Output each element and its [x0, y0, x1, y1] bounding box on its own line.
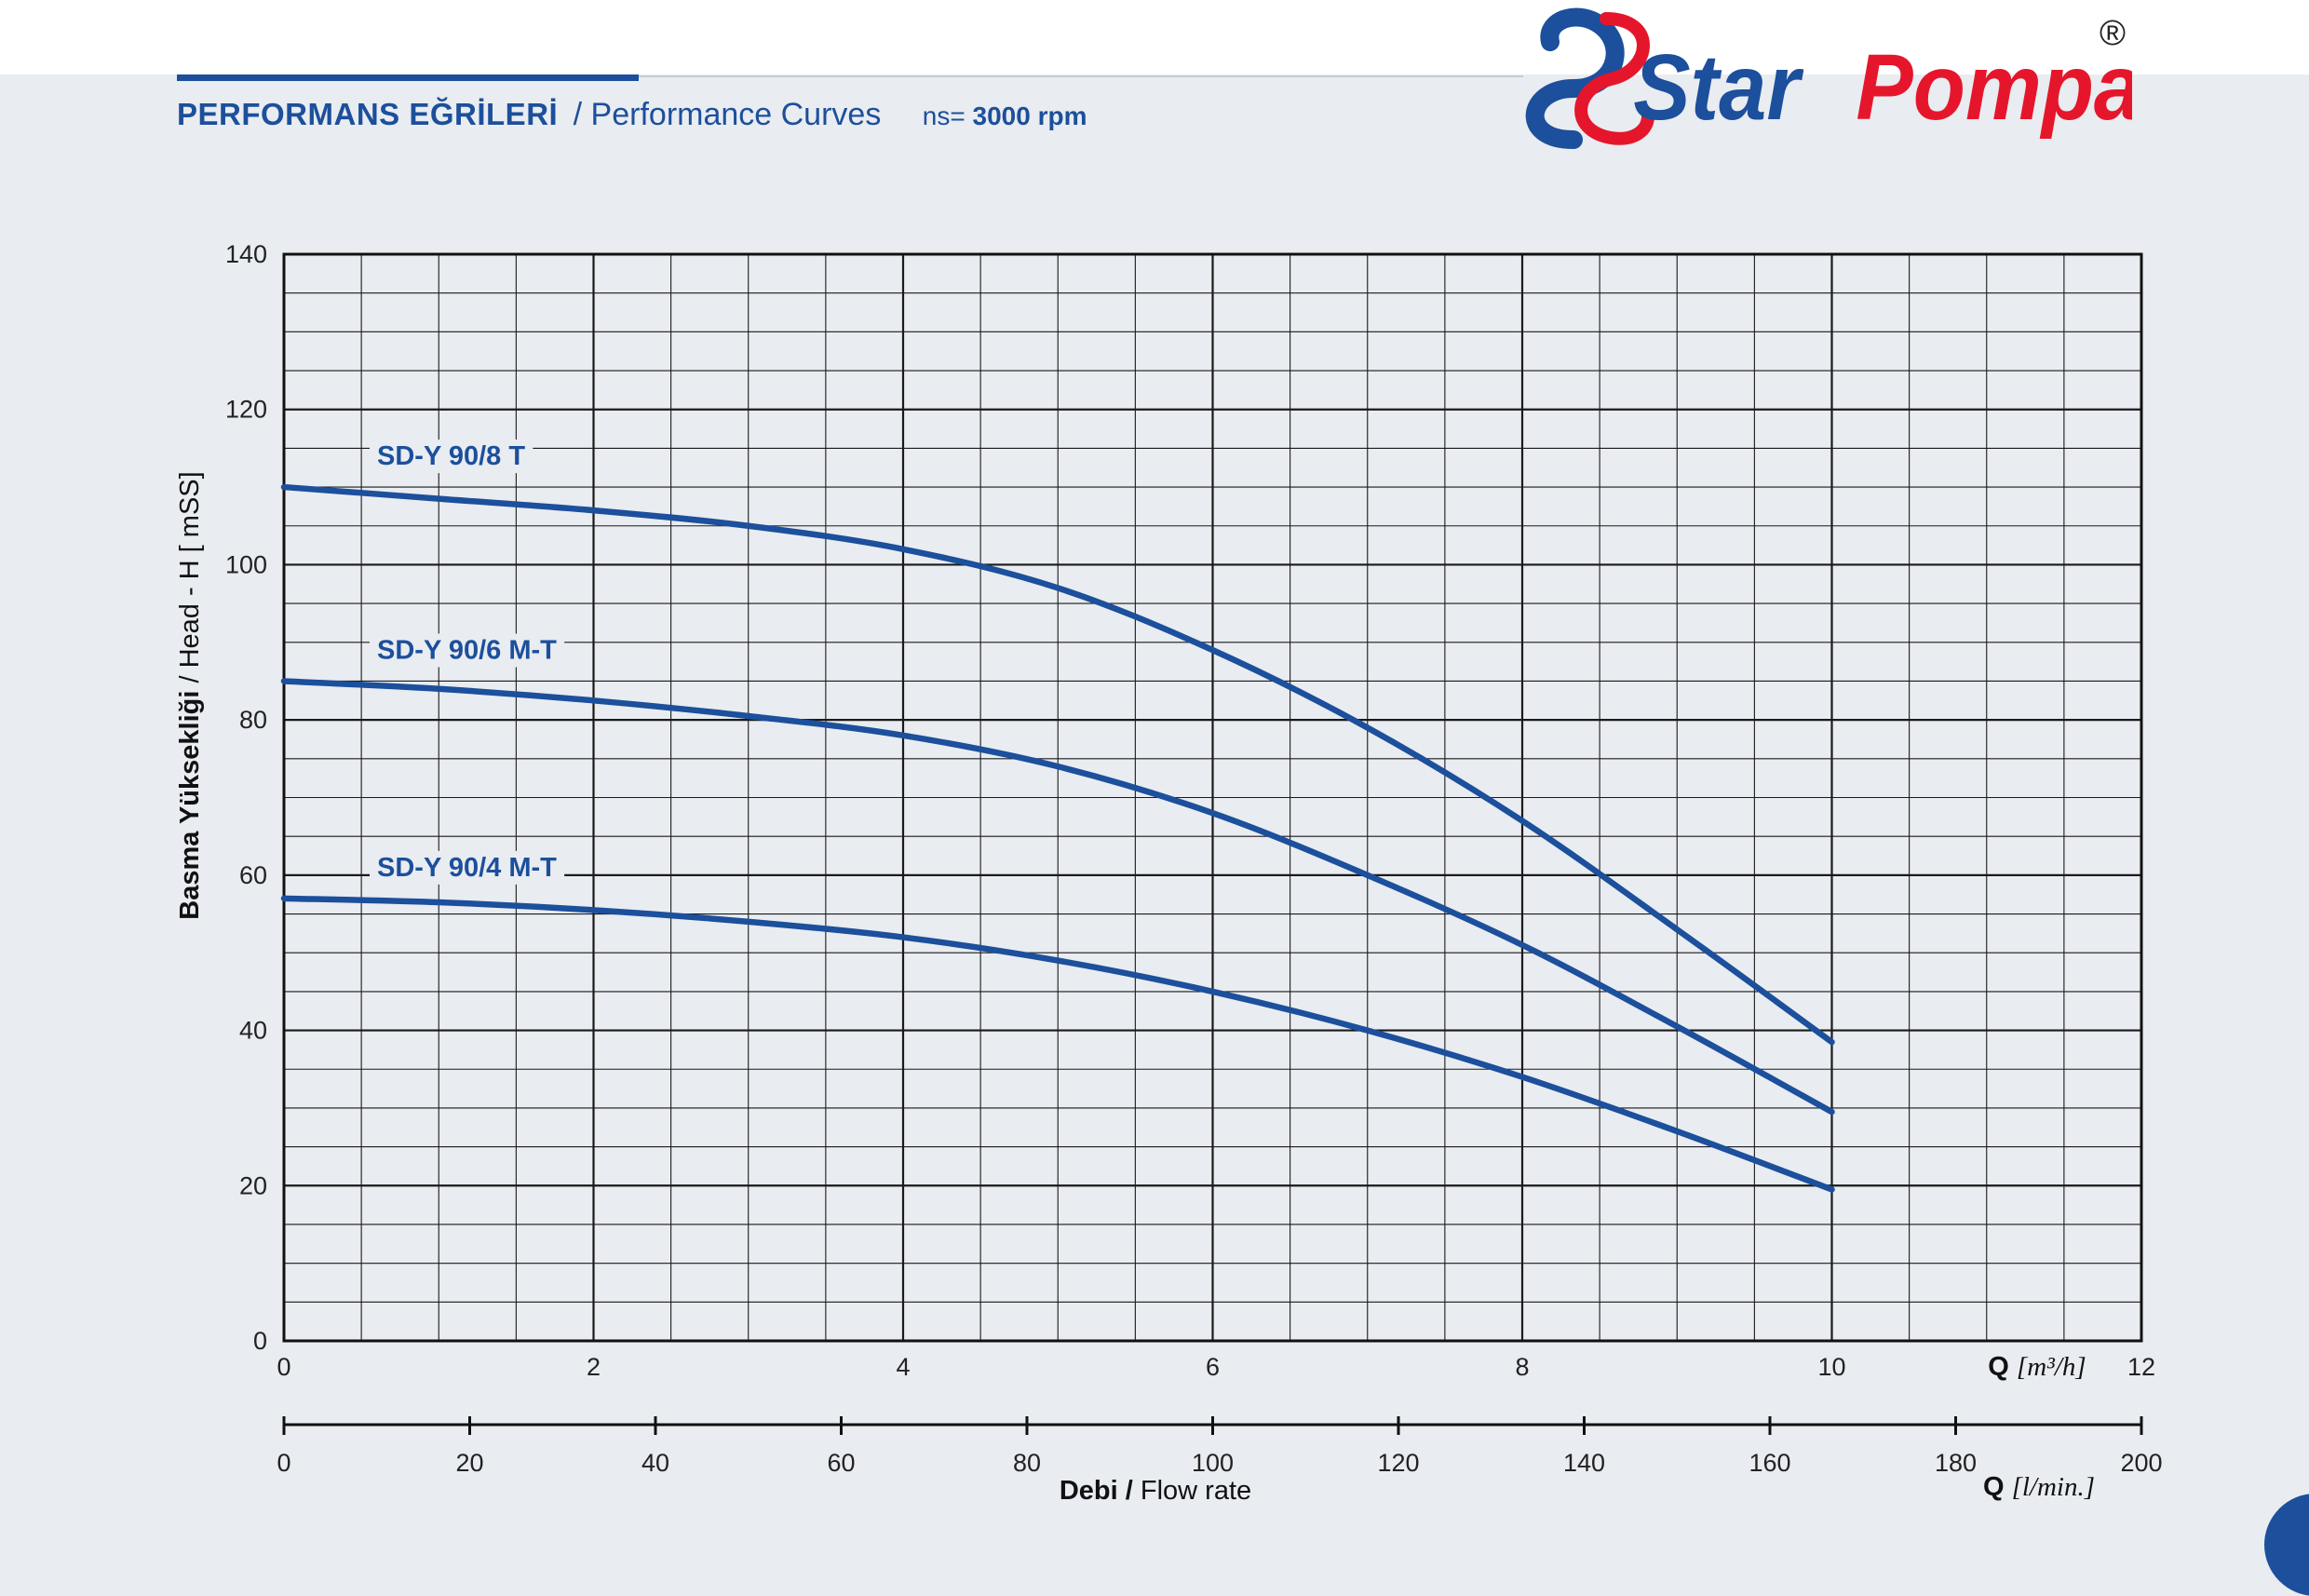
top-band — [0, 0, 2309, 74]
y-axis-ticks: 0 20 40 60 80 100 120 140 — [225, 240, 267, 1355]
brand-name-pompa: Pompa — [1856, 35, 2132, 139]
x-axis-title-flow-tr: Debi / — [1060, 1476, 1133, 1506]
y-tick-label: 120 — [225, 396, 267, 424]
series-group: SD-Y 90/8 T SD-Y 90/6 M-T SD-Y 90/4 M-T — [280, 440, 1835, 1193]
x-tick-label-lmin: 20 — [455, 1449, 483, 1477]
y-tick-label: 80 — [239, 706, 267, 734]
y-tick-label: 100 — [225, 550, 267, 578]
brand-name-star: Star — [1633, 35, 1803, 139]
performance-chart: 0 20 40 60 80 100 120 140 0 2 4 6 8 10 12 0 20 40 60 80 10… — [175, 240, 2163, 1506]
x-tick-label-lmin: 140 — [1563, 1449, 1605, 1477]
x-axis-title-flow-en: Flow rate — [1141, 1476, 1251, 1506]
x-tick-label-lmin: 0 — [277, 1449, 290, 1477]
y-tick-label: 140 — [225, 240, 267, 268]
x-axis-lmin: 0 20 40 60 80 100 120 140 160 180 200 — [277, 1416, 2163, 1477]
x-tick-label-lmin: 180 — [1935, 1449, 1977, 1477]
page-title-en: / Performance Curves — [573, 97, 882, 132]
y-tick-label: 40 — [239, 1017, 267, 1045]
x-tick-label-lmin: 100 — [1192, 1449, 1234, 1477]
rated-speed: ns= 3000 rpm — [923, 101, 1087, 130]
x-tick-label-m3h: 6 — [1206, 1353, 1220, 1381]
series-label-bg — [370, 440, 533, 474]
y-axis-title: Basma Yüksekliği / Head - H [ mSS] — [175, 471, 205, 919]
series-line-3 — [280, 895, 1835, 1193]
series-label-bg — [370, 850, 565, 885]
y-tick-label: 20 — [239, 1171, 267, 1199]
series-label-3: SD-Y 90/4 M-T — [377, 853, 557, 883]
x-tick-label-m3h: 12 — [2127, 1353, 2155, 1381]
x-tick-label-lmin: 40 — [641, 1449, 669, 1477]
brand-emblem-icon — [1525, 7, 1654, 149]
series-line-2 — [280, 678, 1835, 1116]
series-label-bg — [370, 633, 565, 668]
x-tick-label-m3h: 0 — [277, 1353, 290, 1381]
x-axis-title-flow: Debi / Flow rate — [1060, 1476, 1251, 1506]
series-line-1 — [280, 483, 1835, 1046]
x-axis-unit-lmin: [l/min.] — [2012, 1472, 2095, 1502]
x-tick-label-m3h: 4 — [896, 1353, 910, 1381]
x-tick-label-lmin: 80 — [1013, 1449, 1041, 1477]
series-label-1: SD-Y 90/8 T — [377, 441, 525, 471]
header-divider — [639, 75, 1523, 77]
y-axis-title-en: / Head - H [ mSS] — [175, 471, 205, 683]
y-axis-title-tr: Basma Yüksekliği — [175, 691, 205, 920]
x-tick-label-m3h: 8 — [1515, 1353, 1529, 1381]
x-axis-unit-m3h: [m³/h] — [2017, 1352, 2086, 1382]
x-axis-symbol-lmin: Q — [1983, 1472, 2005, 1502]
rated-speed-value: 3000 rpm — [972, 101, 1087, 130]
x-tick-label-lmin: 120 — [1377, 1449, 1419, 1477]
plot-frame — [282, 252, 2143, 1343]
x-axis-ticks-m3h: 0 2 4 6 8 10 12 — [277, 1353, 2155, 1381]
x-tick-label-m3h: 2 — [587, 1353, 601, 1381]
brand-registered-mark: ® — [2100, 14, 2126, 53]
x-tick-label-lmin: 60 — [827, 1449, 855, 1477]
y-tick-label: 0 — [253, 1327, 267, 1355]
page-header: PERFORMANS EĞRİLERİ / Performance Curves… — [177, 97, 1087, 133]
x-tick-label-lmin: 160 — [1749, 1449, 1790, 1477]
y-tick-label: 60 — [239, 861, 267, 889]
x-axis-title-m3h: Q [m³/h] — [1988, 1352, 2086, 1382]
x-tick-label-lmin: 200 — [2120, 1449, 2162, 1477]
rated-speed-label: ns= — [922, 101, 965, 130]
x-axis-symbol-m3h: Q — [1988, 1352, 2009, 1382]
header-accent-rule — [177, 74, 639, 81]
x-axis-title-lmin: Q [l/min.] — [1983, 1472, 2095, 1502]
series-label-2: SD-Y 90/6 M-T — [377, 635, 557, 665]
brand-logo: Star Pompa ® — [1525, 7, 2132, 149]
page-title-tr: PERFORMANS EĞRİLERİ — [177, 97, 559, 131]
x-tick-label-m3h: 10 — [1817, 1353, 1845, 1381]
